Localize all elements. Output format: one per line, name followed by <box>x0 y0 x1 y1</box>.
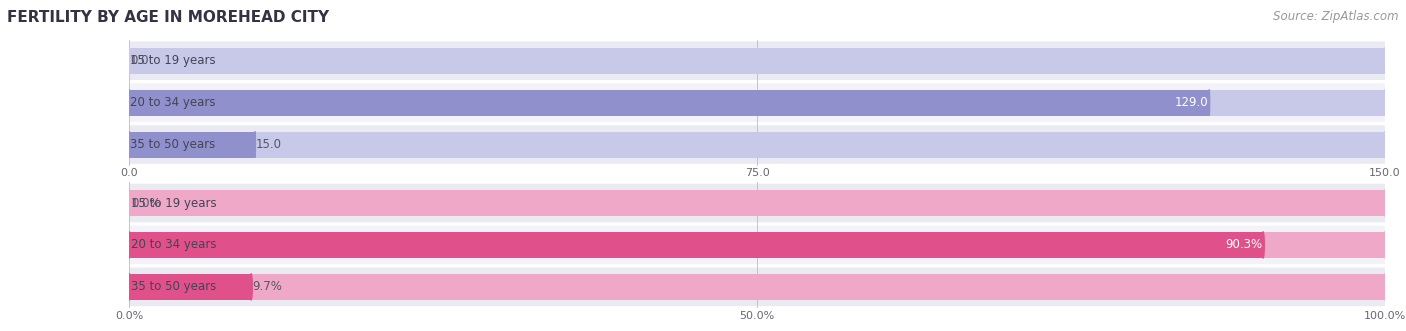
Ellipse shape <box>1384 190 1386 216</box>
Text: 0.0%: 0.0% <box>131 197 160 210</box>
FancyBboxPatch shape <box>129 184 1385 222</box>
Text: Source: ZipAtlas.com: Source: ZipAtlas.com <box>1274 10 1399 23</box>
Bar <box>129 190 1385 216</box>
Ellipse shape <box>1384 232 1386 258</box>
Text: 35 to 50 years: 35 to 50 years <box>131 138 215 151</box>
Text: 90.3%: 90.3% <box>1225 238 1263 252</box>
Text: FERTILITY BY AGE IN MOREHEAD CITY: FERTILITY BY AGE IN MOREHEAD CITY <box>7 10 329 25</box>
Ellipse shape <box>128 190 131 216</box>
Bar <box>129 232 1263 258</box>
Text: 0.0: 0.0 <box>129 54 149 67</box>
FancyBboxPatch shape <box>129 267 1385 306</box>
Bar <box>129 274 1385 300</box>
Text: 129.0: 129.0 <box>1175 96 1209 109</box>
Ellipse shape <box>128 274 131 300</box>
Bar <box>129 131 254 158</box>
Bar <box>129 90 1385 116</box>
Text: 20 to 34 years: 20 to 34 years <box>131 238 217 252</box>
Bar <box>129 131 1385 158</box>
Text: 15 to 19 years: 15 to 19 years <box>131 54 215 67</box>
Text: 15.0: 15.0 <box>256 138 281 151</box>
Ellipse shape <box>1384 274 1386 300</box>
FancyBboxPatch shape <box>129 125 1385 164</box>
FancyBboxPatch shape <box>129 41 1385 80</box>
Ellipse shape <box>128 232 131 258</box>
Text: 20 to 34 years: 20 to 34 years <box>131 96 215 109</box>
Ellipse shape <box>128 274 131 300</box>
Ellipse shape <box>1263 232 1264 258</box>
Bar <box>129 274 252 300</box>
FancyBboxPatch shape <box>129 226 1385 264</box>
Text: 35 to 50 years: 35 to 50 years <box>131 280 217 293</box>
Text: 15 to 19 years: 15 to 19 years <box>131 197 217 210</box>
Bar <box>129 90 1209 116</box>
Bar <box>129 48 1385 74</box>
Ellipse shape <box>250 274 252 300</box>
Ellipse shape <box>128 232 131 258</box>
Text: 9.7%: 9.7% <box>253 280 283 293</box>
Bar <box>129 232 1385 258</box>
FancyBboxPatch shape <box>129 83 1385 122</box>
